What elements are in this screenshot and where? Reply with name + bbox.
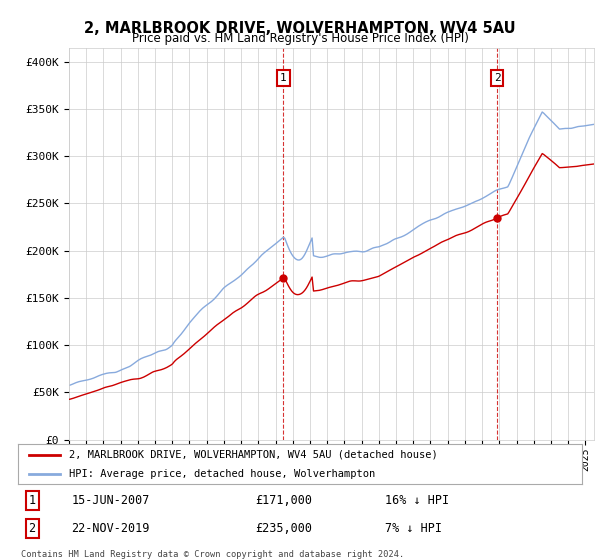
Text: 1: 1: [29, 494, 35, 507]
Point: [278, 274, 288, 283]
Text: £171,000: £171,000: [255, 494, 312, 507]
Text: HPI: Average price, detached house, Wolverhampton: HPI: Average price, detached house, Wolv…: [69, 469, 375, 478]
Text: 2: 2: [29, 522, 35, 535]
Text: 2, MARLBROOK DRIVE, WOLVERHAMPTON, WV4 5AU (detached house): 2, MARLBROOK DRIVE, WOLVERHAMPTON, WV4 5…: [69, 450, 437, 460]
Text: 2, MARLBROOK DRIVE, WOLVERHAMPTON, WV4 5AU: 2, MARLBROOK DRIVE, WOLVERHAMPTON, WV4 5…: [84, 21, 516, 36]
Text: 1: 1: [280, 73, 287, 83]
Text: Contains HM Land Registry data © Crown copyright and database right 2024.
This d: Contains HM Land Registry data © Crown c…: [21, 550, 404, 560]
Text: Price paid vs. HM Land Registry's House Price Index (HPI): Price paid vs. HM Land Registry's House …: [131, 32, 469, 45]
Text: 16% ↓ HPI: 16% ↓ HPI: [385, 494, 449, 507]
Text: 22-NOV-2019: 22-NOV-2019: [71, 522, 150, 535]
Text: 7% ↓ HPI: 7% ↓ HPI: [385, 522, 442, 535]
Text: £235,000: £235,000: [255, 522, 312, 535]
Point: [493, 213, 502, 222]
Text: 15-JUN-2007: 15-JUN-2007: [71, 494, 150, 507]
Text: 2: 2: [494, 73, 500, 83]
